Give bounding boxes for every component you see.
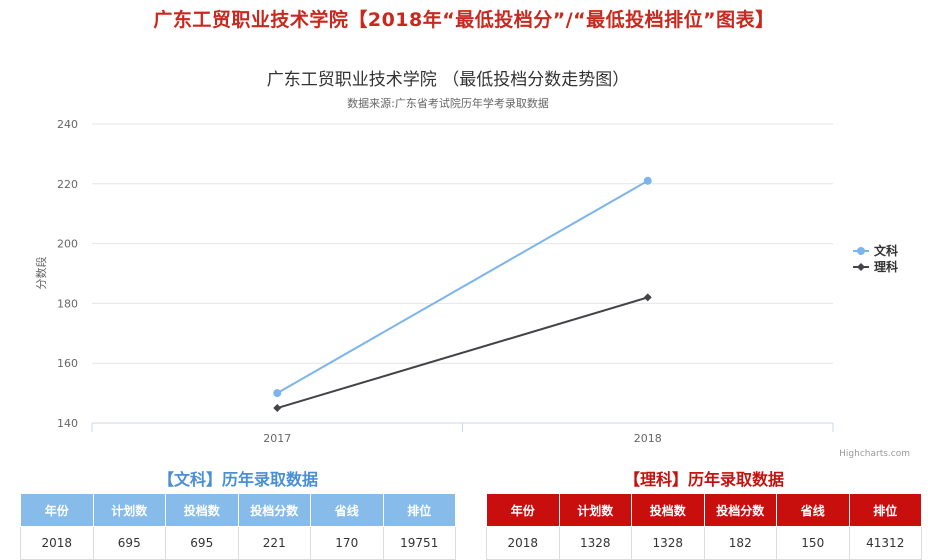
legend-label: 理科 [874,259,898,274]
grid-lines [92,123,833,364]
y-tick-label: 160 [57,357,78,370]
x-axis: 2017 2018 [91,422,834,445]
arts-column-header: 年份 [20,493,94,527]
table-cell: 2018 [20,526,94,560]
table-cell: 2018 [486,526,560,560]
chart-subtitle: 数据来源:广东省考试院历年学考录取数据 [347,96,549,110]
legend-marker [857,247,865,255]
table-cell: 1328 [558,526,632,560]
science-column-header: 省线 [776,493,850,527]
table-cell: 221 [237,526,311,560]
arts-column-header: 计划数 [92,493,166,527]
science-column-header: 计划数 [558,493,632,527]
y-tick-label: 220 [57,178,78,191]
table-cell: 41312 [848,526,922,560]
table-cell: 1328 [631,526,705,560]
legend-item-理科[interactable]: 理科 [853,259,898,274]
arts-column-header: 投档数 [165,493,239,527]
x-tick-label: 2018 [634,432,662,445]
science-table-header: 年份 计划数 投档数 投档分数 省线 排位 [486,493,922,527]
legend-label: 文科 [874,243,898,258]
y-axis-label: 分数段 [34,257,48,290]
data-point[interactable] [273,404,282,413]
science-admission-table: 年份 计划数 投档数 投档分数 省线 排位 2018 1328 1328 182 150 41312 [486,493,922,560]
y-tick-label: 240 [57,118,78,131]
arts-table-header: 年份 计划数 投档数 投档分数 省线 排位 [20,493,456,527]
y-tick-label: 180 [57,297,78,310]
x-tick-label: 2017 [263,432,291,445]
page-title: 广东工贸职业技术学院【2018年“最低投档分”/“最低投档排位”图表】 [153,9,775,31]
chart-title: 广东工贸职业技术学院 （最低投档分数走势图） [267,70,629,90]
science-column-header: 排位 [848,493,922,527]
table-cell: 695 [92,526,166,560]
series-line-文科 [276,179,649,394]
arts-admission-table: 年份 计划数 投档数 投档分数 省线 排位 2018 695 695 221 170 19751 [20,493,456,560]
data-point[interactable] [643,176,652,185]
series-lines [273,176,652,413]
table-cell: 182 [703,526,777,560]
arts-column-header: 排位 [382,493,456,527]
score-trend-chart: 广东工贸职业技术学院 （最低投档分数走势图） 数据来源:广东省考试院历年学考录取… [34,70,910,459]
legend-item-文科[interactable]: 文科 [853,243,898,258]
y-axis-ticks: 140 160 180 200 220 240 [57,118,78,430]
arts-table-title: 【文科】历年录取数据 [157,470,318,489]
science-column-header: 年份 [486,493,560,527]
science-column-header: 投档分数 [703,493,777,527]
table-cell: 19751 [382,526,456,560]
table-cell: 150 [776,526,850,560]
data-point[interactable] [273,389,282,398]
arts-column-header: 投档分数 [237,493,311,527]
arts-column-header: 省线 [310,493,384,527]
table-row: 2018 1328 1328 182 150 41312 [486,526,922,560]
y-tick-label: 200 [57,238,78,251]
legend-marker [857,263,865,271]
credits-text[interactable]: Highcharts.com [839,449,910,459]
science-column-header: 投档数 [631,493,705,527]
table-cell: 170 [310,526,384,560]
table-row: 2018 695 695 221 170 19751 [20,526,456,560]
table-cell: 695 [165,526,239,560]
series-line-理科 [276,296,649,410]
science-table-title: 【理科】历年录取数据 [623,470,784,489]
data-point[interactable] [643,293,652,302]
y-tick-label: 140 [57,417,78,430]
